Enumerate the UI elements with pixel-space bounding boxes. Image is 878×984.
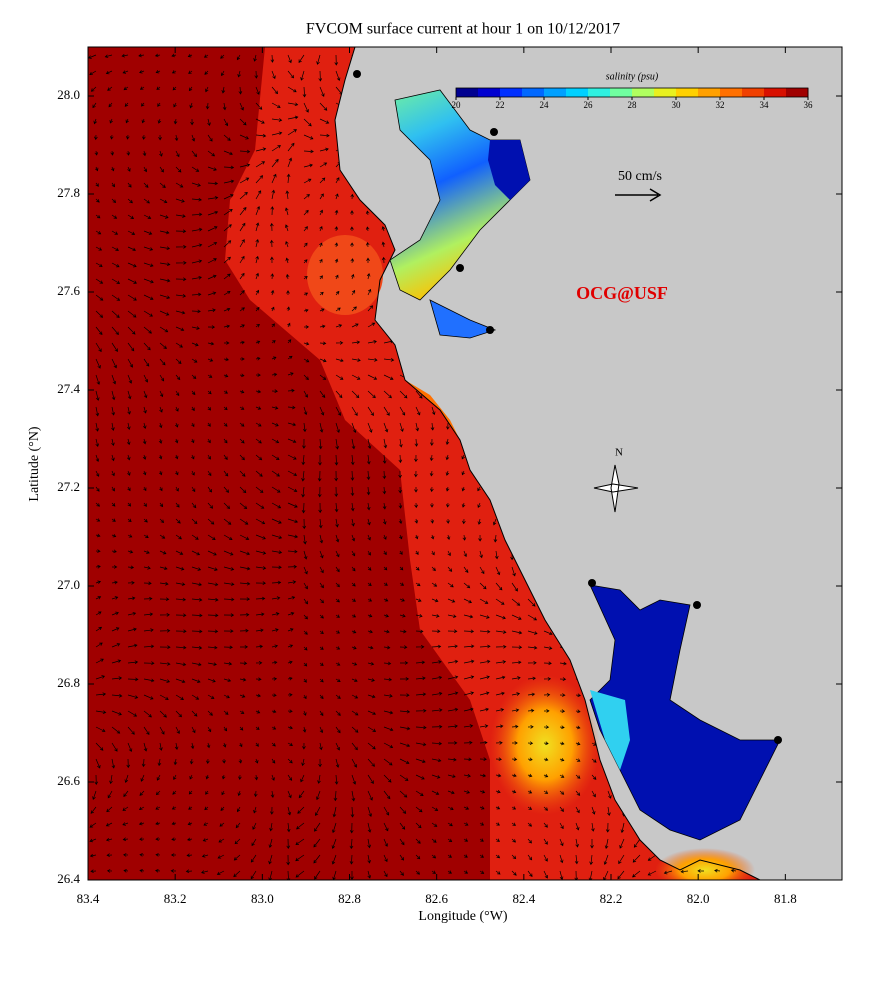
colorbar-label: salinity (psu) bbox=[606, 71, 659, 82]
station bbox=[490, 128, 498, 136]
harbor-mouth bbox=[590, 690, 630, 770]
x-tick-label: 82.0 bbox=[687, 891, 710, 906]
y-tick-label: 28.0 bbox=[57, 87, 80, 102]
colorbar-tick-label: 24 bbox=[540, 100, 550, 110]
colorbar-tick-label: 32 bbox=[716, 100, 725, 110]
colorbar-segment bbox=[632, 88, 655, 97]
colorbar-segment bbox=[544, 88, 567, 97]
credit: OCG@USF bbox=[576, 283, 668, 303]
y-tick-label: 27.6 bbox=[57, 283, 80, 298]
y-tick-label: 27.4 bbox=[57, 381, 80, 396]
map-area bbox=[88, 47, 842, 880]
y-tick-label: 27.8 bbox=[57, 185, 80, 200]
colorbar: 20 22 24 26 28 30 32 34 36 bbox=[452, 87, 814, 110]
x-tick-label: 82.2 bbox=[600, 891, 623, 906]
compass bbox=[593, 464, 639, 513]
colorbar-segment bbox=[676, 88, 699, 97]
scale-arrow bbox=[615, 188, 662, 202]
colorbar-segment bbox=[698, 88, 721, 97]
colorbar-tick-label: 20 bbox=[452, 100, 462, 110]
bay-plume bbox=[307, 235, 383, 315]
colorbar-tick-label: 22 bbox=[496, 100, 505, 110]
colorbar-tick-label: 28 bbox=[628, 100, 638, 110]
station bbox=[588, 579, 596, 587]
colorbar-segment bbox=[478, 88, 501, 97]
colorbar-segment bbox=[610, 88, 633, 97]
colorbar-tick-label: 26 bbox=[584, 100, 594, 110]
x-tick-label: 83.4 bbox=[77, 891, 100, 906]
y-tick-label: 27.0 bbox=[57, 577, 80, 592]
station bbox=[456, 264, 464, 272]
upper-bay bbox=[488, 140, 530, 200]
station bbox=[486, 326, 494, 334]
colorbar-segment bbox=[786, 88, 809, 97]
charlotte-harbor bbox=[589, 584, 781, 841]
colorbar-segment bbox=[742, 88, 765, 97]
colorbar-segment bbox=[566, 88, 589, 97]
x-tick-label: 83.0 bbox=[251, 891, 274, 906]
y-tick-label: 27.2 bbox=[57, 479, 80, 494]
colorbar-segment bbox=[654, 88, 677, 97]
coastline bbox=[88, 47, 761, 880]
map-title: FVCOM surface current at hour 1 on 10/12… bbox=[306, 21, 620, 38]
station bbox=[353, 70, 361, 78]
colorbar-segment bbox=[764, 88, 787, 97]
scale-label: 50 cm/s bbox=[618, 169, 662, 184]
x-tick-label: 81.8 bbox=[774, 891, 797, 906]
y-tick-label: 26.4 bbox=[57, 871, 80, 886]
y-axis-label: Latitude (°N) bbox=[27, 426, 42, 502]
x-tick-label: 82.6 bbox=[425, 891, 448, 906]
station bbox=[693, 601, 701, 609]
y-tick-label: 26.6 bbox=[57, 773, 80, 788]
plot-frame bbox=[87, 46, 843, 881]
x-axis-label: Longitude (°W) bbox=[418, 909, 508, 924]
colorbar-tick-label: 34 bbox=[760, 100, 770, 110]
river bbox=[429, 299, 497, 339]
south-plume bbox=[655, 848, 755, 880]
x-tick-label: 82.4 bbox=[512, 891, 535, 906]
station bbox=[774, 736, 782, 744]
colorbar-segment bbox=[456, 88, 479, 97]
colorbar-segment bbox=[720, 88, 743, 97]
colorbar-tick-label: 36 bbox=[804, 100, 814, 110]
x-tick-label: 82.8 bbox=[338, 891, 361, 906]
colorbar-segment bbox=[500, 88, 523, 97]
compass-label: N bbox=[615, 447, 623, 459]
x-tick-label: 83.2 bbox=[164, 891, 187, 906]
colorbar-tick-label: 30 bbox=[672, 100, 682, 110]
y-tick-label: 26.8 bbox=[57, 675, 80, 690]
colorbar-segment bbox=[522, 88, 545, 97]
colorbar-segment bbox=[588, 88, 611, 97]
